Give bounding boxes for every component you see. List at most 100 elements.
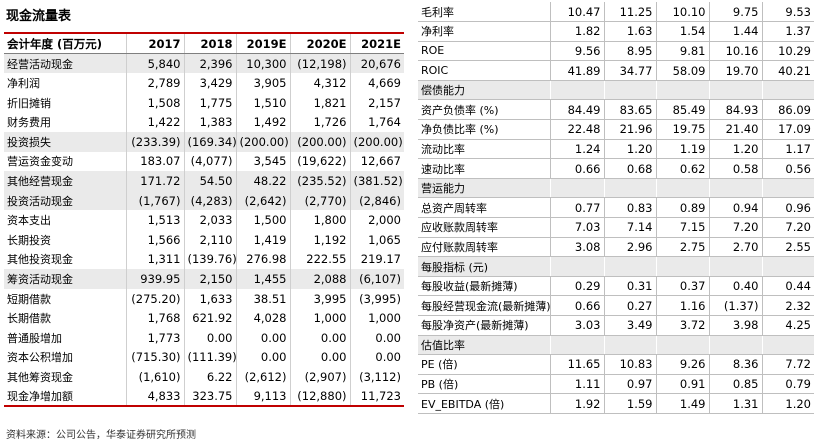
- value-cell: (275.20): [126, 288, 185, 309]
- value-cell: 0.96: [762, 197, 814, 219]
- value-cell: 1.31: [709, 393, 763, 414]
- value-cell: 10.16: [709, 41, 763, 62]
- row-label-cell: 营运资金变动: [4, 151, 127, 172]
- value-cell: 7.15: [656, 217, 710, 238]
- value-cell: 0.58: [709, 158, 763, 179]
- value-cell: (2,642): [236, 190, 291, 211]
- table-row: 资本支出 1,513 2,033 1,500 1,800 2,000: [4, 210, 404, 230]
- table-row: 投资活动现金 (1,767) (4,283) (2,642) (2,770) (2,846…: [4, 190, 404, 211]
- table-row: 投资损失 (233.39) (169.34) (200.00) (200.00) (200…: [4, 131, 404, 152]
- source-note: 资料来源：公司公告，华泰证券研究所预测: [6, 430, 196, 441]
- value-cell: 21.40: [709, 119, 763, 140]
- section-label-cell: 营运能力: [418, 178, 550, 199]
- table-row: 应付账款周转率 3.08 2.96 2.75 2.70 2.55: [418, 237, 814, 258]
- cash-flow-table-panel: 现金流量表 会计年度 (百万元) 2017 2018 2019E 2020E 2021E 经…: [4, 0, 404, 408]
- section-label-cell: 估值比率: [418, 335, 550, 356]
- table-row: 每股经营现金流(最新摊薄) 0.66 0.27 1.16 (1.37) 2.32: [418, 295, 814, 316]
- value-cell: 2.55: [762, 237, 814, 258]
- value-cell: 8.36: [709, 354, 763, 375]
- header-label-cell: 会计年度 (百万元): [4, 34, 127, 55]
- table-row: 营运资金变动 183.07 (4,077) 3,545 (19,622) 12,667: [4, 151, 404, 172]
- value-cell: 0.79: [762, 374, 814, 395]
- table-row: 折旧摊销 1,508 1,775 1,510 1,821 2,157: [4, 92, 404, 113]
- value-cell: (4,077): [184, 151, 237, 172]
- value-cell: 4,312: [290, 73, 351, 93]
- header-year-cell: 2018: [184, 34, 237, 55]
- value-cell: 1,192: [290, 229, 351, 250]
- row-label-cell: 总资产周转率: [418, 197, 551, 219]
- value-cell: 0.83: [604, 197, 657, 219]
- value-cell: 1.20: [709, 139, 763, 160]
- row-label-cell: 短期借款: [4, 288, 127, 309]
- value-cell: 4,028: [236, 308, 291, 328]
- row-label-cell: 资本支出: [4, 210, 127, 230]
- row-label-cell: ROIC: [418, 60, 551, 81]
- value-cell: 20,676: [350, 53, 404, 74]
- table-header-row: 会计年度 (百万元) 2017 2018 2019E 2020E 2021E: [4, 34, 404, 55]
- value-cell: 1.92: [550, 393, 605, 414]
- value-cell: 1,508: [126, 92, 185, 113]
- value-cell: 9,113: [236, 386, 291, 408]
- table-row: 其他经营现金 171.72 54.50 48.22 (235.52) (381.52): [4, 171, 404, 191]
- table-row: 财务费用 1,422 1,383 1,492 1,726 1,764: [4, 112, 404, 132]
- row-label-cell: 每股净资产(最新摊薄): [418, 315, 551, 336]
- value-cell: 1,000: [368, 311, 401, 326]
- value-cell: 1.82: [550, 21, 605, 42]
- value-cell: (3,995): [359, 291, 401, 306]
- value-cell: 6.22: [184, 367, 237, 387]
- table-row: 每股净资产(最新摊薄) 3.03 3.49 3.72 3.98 4.25: [418, 315, 814, 336]
- value-cell: 40.21: [762, 60, 814, 81]
- row-label-cell: 资产负债率 (%): [418, 99, 551, 121]
- value-cell: (235.52): [290, 171, 351, 191]
- value-cell: 1.44: [709, 21, 763, 42]
- value-cell: [604, 80, 656, 101]
- value-cell: (1,610): [126, 367, 185, 387]
- value-cell: 1,000: [290, 308, 351, 328]
- value-cell: [604, 335, 656, 356]
- header-year-cell: 2017: [126, 34, 185, 55]
- value-cell: 1.16: [656, 295, 710, 316]
- value-cell: 5,840: [126, 53, 185, 74]
- value-cell: (6,107): [350, 269, 404, 289]
- value-cell: 1,510: [236, 92, 291, 113]
- value-cell: 0.00: [236, 347, 291, 368]
- value-cell: 1,422: [126, 112, 185, 132]
- value-cell: 0.44: [762, 276, 814, 297]
- value-cell: (381.52): [350, 171, 404, 191]
- value-cell: 1,311: [126, 249, 185, 270]
- value-cell: 0.91: [656, 374, 710, 395]
- value-cell: 1.20: [604, 139, 657, 160]
- value-cell: [656, 256, 709, 277]
- value-cell: (2,846): [350, 190, 404, 211]
- row-label-cell: 资本公积增加: [4, 347, 127, 368]
- table-row: 长期借款 1,768 621.92 4,028 1,000 1,000: [4, 308, 404, 328]
- table-row: 现金净增加额 4,833 323.75 9,113 (12,880) 11,723: [4, 386, 404, 408]
- value-cell: 0.97: [604, 374, 657, 395]
- value-cell: (2,907): [290, 367, 351, 387]
- value-cell: [762, 335, 814, 356]
- row-label-cell: 应收账款周转率: [418, 217, 551, 238]
- value-cell: [762, 256, 814, 277]
- value-cell: 58.09: [656, 60, 710, 81]
- value-cell: (169.34): [184, 131, 237, 152]
- value-cell: 7.20: [709, 217, 763, 238]
- value-cell: 2.32: [762, 295, 814, 316]
- value-cell: (4,283): [184, 190, 237, 211]
- value-cell: 7.14: [604, 217, 657, 238]
- table-row: 其他筹资现金 (1,610) 6.22 (2,612) (2,907) (3,112): [4, 367, 404, 387]
- value-cell: [709, 80, 762, 101]
- table-row: 偿债能力: [418, 80, 814, 101]
- value-cell: 1,775: [184, 92, 237, 113]
- value-cell: 2,000: [368, 213, 401, 228]
- value-cell: 1,455: [236, 269, 291, 289]
- value-cell: [550, 335, 604, 356]
- table-row: 每股指标 (元): [418, 256, 814, 277]
- value-cell: [550, 256, 604, 277]
- value-cell: 19.70: [709, 60, 763, 81]
- value-cell: [550, 80, 604, 101]
- value-cell: 222.55: [290, 249, 351, 270]
- value-cell: 4,669: [368, 75, 401, 90]
- value-cell: 9.53: [762, 2, 814, 23]
- table-row: 长期投资 1,566 2,110 1,419 1,192 1,065: [4, 229, 404, 250]
- value-cell: 2.75: [656, 237, 710, 258]
